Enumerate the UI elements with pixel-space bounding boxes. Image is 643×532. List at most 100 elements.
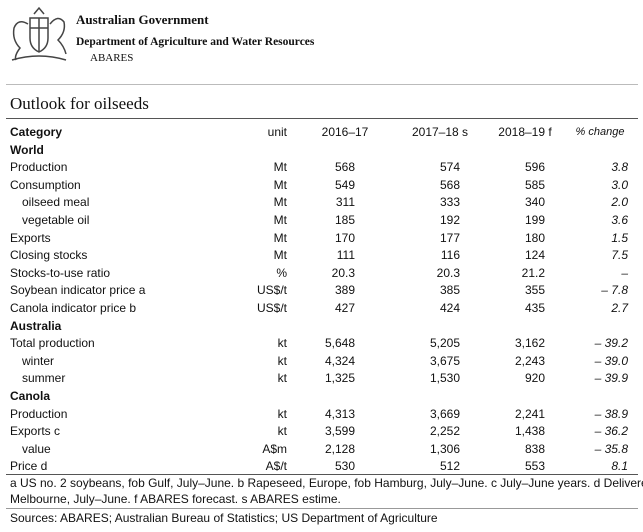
section-label: World bbox=[10, 142, 44, 157]
title: Outlook for oilseeds bbox=[10, 94, 149, 113]
value-2018-19: 2,241 bbox=[514, 406, 545, 421]
change: 3.6 bbox=[611, 213, 628, 227]
value-2017-18: 385 bbox=[439, 283, 460, 298]
change: 3.8 bbox=[611, 160, 628, 175]
change: – 39.0 bbox=[594, 353, 628, 368]
value-2018-19: 21.2 bbox=[521, 265, 545, 280]
value-2016-17: 568 bbox=[334, 160, 355, 175]
unit: Mt bbox=[273, 230, 287, 245]
value-2018-19: 1,438 bbox=[514, 424, 545, 439]
value-2018-19: 3,162 bbox=[514, 336, 545, 351]
value-2016-17: 111 bbox=[336, 248, 355, 263]
category: Total production bbox=[10, 336, 95, 351]
header-rule bbox=[6, 84, 638, 85]
value-2018-19: 124 bbox=[524, 248, 545, 263]
unit: A$m bbox=[262, 441, 287, 456]
unit: kt bbox=[277, 353, 287, 368]
value-2018-19: 180 bbox=[524, 230, 545, 245]
government: Australian Government bbox=[76, 12, 209, 27]
change: 8.1 bbox=[611, 459, 628, 474]
change: – 39.2 bbox=[594, 336, 628, 351]
value-2017-18: 177 bbox=[439, 230, 460, 245]
section-label: Canola bbox=[10, 389, 51, 403]
change: – 35.8 bbox=[594, 441, 628, 456]
value-2017-18: 1,306 bbox=[429, 441, 460, 456]
value-2017-18: 20.3 bbox=[436, 265, 460, 280]
category: Closing stocks bbox=[10, 248, 88, 263]
sources: Sources: ABARES; Australian Bureau of St… bbox=[10, 511, 438, 525]
section-label: Australia bbox=[10, 318, 62, 333]
unit: kt bbox=[277, 336, 287, 351]
category: Consumption bbox=[10, 177, 81, 192]
coat-of-arms bbox=[11, 6, 67, 61]
column-header: 2016–17 bbox=[321, 125, 369, 139]
change: 7.5 bbox=[611, 248, 628, 263]
change: – 36.2 bbox=[594, 424, 628, 439]
change: 2.7 bbox=[611, 301, 628, 315]
value-2018-19: 553 bbox=[524, 459, 545, 474]
value-2018-19: 596 bbox=[524, 160, 545, 175]
value-2017-18: 574 bbox=[439, 160, 460, 175]
unit: Mt bbox=[273, 195, 287, 210]
unit: A$/t bbox=[265, 459, 287, 474]
unit: US$/t bbox=[256, 301, 287, 315]
value-2016-17: 4,324 bbox=[324, 353, 355, 368]
value-2017-18: 116 bbox=[440, 248, 460, 263]
footnote: a US no. 2 soybeans, fob Gulf, July–June… bbox=[10, 476, 643, 490]
category: Soybean indicator price a bbox=[10, 283, 146, 298]
unit: Mt bbox=[273, 160, 287, 175]
column-header: 2018–19 f bbox=[498, 125, 552, 139]
category: oilseed meal bbox=[22, 195, 90, 210]
change: – 7.8 bbox=[601, 283, 628, 298]
value-2017-18: 568 bbox=[439, 177, 460, 192]
value-2016-17: 1,325 bbox=[324, 371, 355, 386]
category: Stocks-to-use ratio bbox=[10, 265, 111, 280]
value-2017-18: 333 bbox=[439, 195, 460, 210]
title-rule bbox=[6, 118, 638, 119]
value-2018-19: 2,243 bbox=[514, 353, 545, 368]
category: vegetable oil bbox=[22, 213, 90, 227]
category: Production bbox=[10, 160, 68, 175]
value-2018-19: 340 bbox=[524, 195, 545, 210]
value-2017-18: 5,205 bbox=[429, 336, 460, 351]
table-rule bbox=[6, 474, 638, 475]
category: value bbox=[22, 441, 51, 456]
unit: Mt bbox=[273, 177, 287, 192]
value-2016-17: 389 bbox=[334, 283, 355, 298]
unit: Mt bbox=[273, 213, 287, 227]
unit: kt bbox=[277, 424, 287, 439]
value-2017-18: 3,669 bbox=[429, 406, 460, 421]
value-2016-17: 427 bbox=[334, 301, 355, 315]
value-2017-18: 1,530 bbox=[429, 371, 460, 386]
value-2016-17: 549 bbox=[334, 177, 355, 192]
column-header: 2017–18 s bbox=[411, 125, 469, 139]
department: Department of Agriculture and Water Reso… bbox=[76, 36, 315, 48]
value-2016-17: 311 bbox=[335, 195, 355, 210]
change: 1.5 bbox=[611, 230, 628, 245]
category: summer bbox=[22, 371, 66, 386]
category: Exports c bbox=[10, 424, 61, 439]
change: – 39.9 bbox=[594, 371, 628, 386]
change: – bbox=[621, 265, 628, 280]
unit: kt bbox=[277, 406, 287, 421]
value-2016-17: 4,313 bbox=[324, 406, 355, 421]
category: Exports bbox=[10, 230, 51, 245]
category: Canola indicator price b bbox=[10, 301, 137, 315]
value-2016-17: 3,599 bbox=[324, 424, 355, 439]
value-2018-19: 435 bbox=[524, 301, 545, 315]
column-header: unit bbox=[267, 125, 287, 139]
value-2016-17: 530 bbox=[334, 459, 355, 474]
value-2017-18: 512 bbox=[439, 459, 460, 474]
value-2017-18: 424 bbox=[439, 301, 460, 315]
value-2016-17: 5,648 bbox=[324, 336, 355, 351]
value-2018-19: 585 bbox=[524, 177, 545, 192]
value-2017-18: 3,675 bbox=[429, 353, 460, 368]
value-2018-19: 355 bbox=[524, 283, 545, 298]
column-header: % change bbox=[575, 126, 625, 138]
value-2016-17: 2,128 bbox=[324, 441, 355, 456]
footnote-rule bbox=[6, 508, 638, 509]
change: 3.0 bbox=[611, 177, 628, 192]
unit: US$/t bbox=[256, 283, 287, 298]
category: Production bbox=[10, 406, 68, 421]
